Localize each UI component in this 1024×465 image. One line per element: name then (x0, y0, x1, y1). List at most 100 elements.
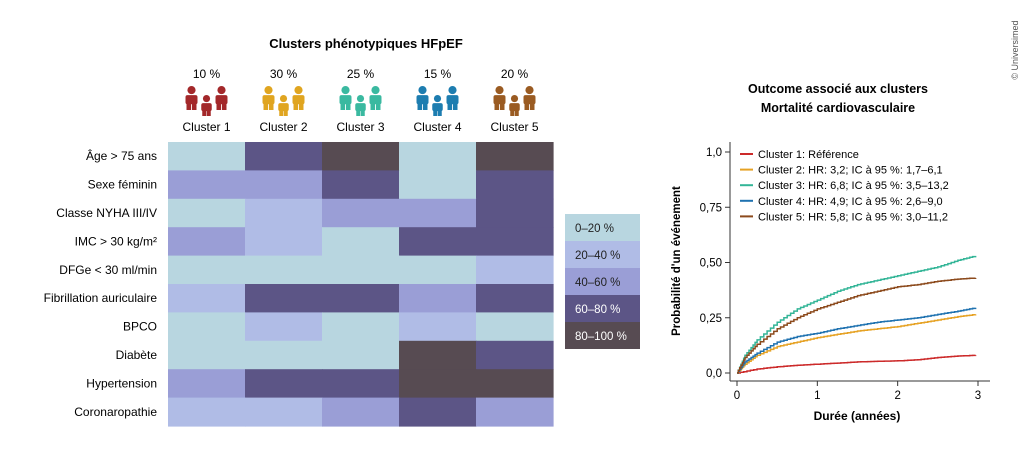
legend-label: 80–100 % (575, 331, 627, 343)
heatmap-cell (168, 284, 246, 313)
heatmap-cell (168, 397, 246, 427)
person-icon (416, 86, 429, 110)
heatmap-cell (476, 284, 554, 313)
heatmap-cell (322, 142, 400, 171)
legend-label: 0–20 % (575, 223, 614, 235)
heatmap-cell (322, 255, 400, 285)
heatmap-legend: 0–20 % 20–40 % 40–60 % 60–80 % 80–100 % (565, 214, 640, 349)
heatmap-row-label: Sexe féminin (88, 178, 157, 192)
cluster-people-icon (416, 86, 459, 116)
person-icon (446, 86, 459, 110)
cluster-percent: 10 % (193, 67, 221, 81)
heatmap-cell (476, 227, 554, 257)
series-line-cluster-2 (737, 314, 977, 374)
heatmap-cell (399, 198, 477, 228)
legend-swatch (565, 241, 640, 268)
heatmap-cell (245, 255, 323, 285)
person-icon (339, 86, 352, 110)
y-tick-label: 0,75 (700, 202, 722, 214)
heatmap-cell (399, 227, 477, 257)
heatmap-cell (245, 142, 323, 171)
legend-swatch (565, 322, 640, 349)
heatmap-row-label: DFGe < 30 ml/min (59, 263, 157, 277)
heatmap-cell (322, 369, 400, 399)
cluster-label: Cluster 2 (259, 120, 307, 134)
heatmap-cell (476, 255, 554, 285)
person-icon (292, 86, 305, 110)
heatmap-row-label: IMC > 30 kg/m² (75, 234, 157, 248)
person-icon (432, 95, 443, 116)
cluster-label: Cluster 5 (490, 120, 538, 134)
cluster-percent: 30 % (270, 67, 298, 81)
legend-entry: Cluster 5: HR: 5,8; IC à 95 %: 3,0–11,2 (758, 211, 948, 223)
cluster-label: Cluster 3 (336, 120, 384, 134)
heatmap-row-labels: Âge > 75 ans Sexe féminin Classe NYHA III/… (44, 148, 158, 419)
heatmap-cell (399, 397, 477, 427)
cluster-percent: 25 % (347, 67, 375, 81)
heatmap-cell (399, 142, 477, 171)
heatmap-cell (245, 170, 323, 200)
heatmap-cell (168, 340, 246, 370)
series-line-cluster-1 (737, 354, 977, 374)
heatmap-cell (245, 198, 323, 228)
heatmap-cell (168, 198, 246, 228)
cluster-label: Cluster 1 (182, 120, 230, 134)
heatmap-cell (399, 170, 477, 200)
series-line-cluster-5 (737, 277, 977, 374)
y-tick-label: 1,0 (706, 147, 722, 159)
heatmap-cell (322, 312, 400, 342)
heatmap-cell (322, 340, 400, 370)
heatmap-cell (168, 142, 246, 171)
legend-swatch (565, 295, 640, 322)
series-line-cluster-4 (737, 307, 977, 374)
y-axis-label: Probabilité d'un événement (671, 186, 683, 336)
heatmap-row-label: BPCO (123, 320, 157, 334)
heatmap-cell (476, 340, 554, 370)
line-chart-subtitle: Mortalité cardiovasculaire (761, 101, 915, 115)
heatmap-cell (168, 312, 246, 342)
cluster-people-icon (493, 86, 536, 116)
legend-entry: Cluster 1: Référence (758, 149, 859, 161)
credit-text: © Universimed (1010, 20, 1020, 79)
cluster-percent: 15 % (424, 67, 452, 81)
legend-swatch (565, 214, 640, 241)
legend-label: 60–80 % (575, 304, 620, 316)
x-tick-label: 1 (814, 390, 820, 402)
series-line-cluster-3 (737, 255, 977, 374)
legend-entry: Cluster 4: HR: 4,9; IC à 95 %: 2,6–9,0 (758, 196, 943, 208)
heatmap-cell (399, 369, 477, 399)
person-icon (201, 95, 212, 116)
line-chart-legend: Cluster 1: Référence Cluster 2: HR: 3,2; … (740, 149, 949, 223)
heatmap-cell (245, 397, 323, 427)
heatmap-cell (245, 227, 323, 257)
heatmap-title: Clusters phénotypiques HFpEF (269, 36, 463, 51)
heatmap-cell (245, 312, 323, 342)
line-chart-title: Outcome associé aux clusters (748, 82, 928, 96)
legend-entry: Cluster 2: HR: 3,2; IC à 95 %: 1,7–6,1 (758, 165, 943, 177)
heatmap-cell (476, 198, 554, 228)
heatmap-cell (322, 227, 400, 257)
heatmap-row-label: Diabète (116, 348, 158, 362)
heatmap-row-label: Hypertension (86, 376, 157, 390)
y-tick-label: 0,25 (700, 313, 722, 325)
cluster-headers: 10 % Cluster 1 30 % Cluster 2 25 % Cluster 3 1… (182, 67, 538, 134)
heatmap-cell (168, 227, 246, 257)
heatmap-row-label: Âge > 75 ans (86, 148, 157, 163)
heatmap-cell (322, 170, 400, 200)
heatmap-cell (168, 255, 246, 285)
heatmap-cell (476, 397, 554, 427)
heatmap-cell (476, 312, 554, 342)
cluster-percent: 20 % (501, 67, 529, 81)
legend-entry: Cluster 3: HR: 6,8; IC à 95 %: 3,5–13,2 (758, 180, 949, 192)
heatmap-panel: Clusters phénotypiques HFpEF 10 % Cluster… (44, 36, 640, 427)
person-icon (278, 95, 289, 116)
heatmap-row-label: Classe NYHA III/IV (56, 206, 157, 220)
heatmap-cell (322, 284, 400, 313)
person-icon (215, 86, 228, 110)
heatmap-cell (322, 198, 400, 228)
heatmap-cell (476, 142, 554, 171)
heatmap-cell (399, 312, 477, 342)
x-tick-label: 0 (734, 390, 740, 402)
cluster-people-icon (339, 86, 382, 116)
